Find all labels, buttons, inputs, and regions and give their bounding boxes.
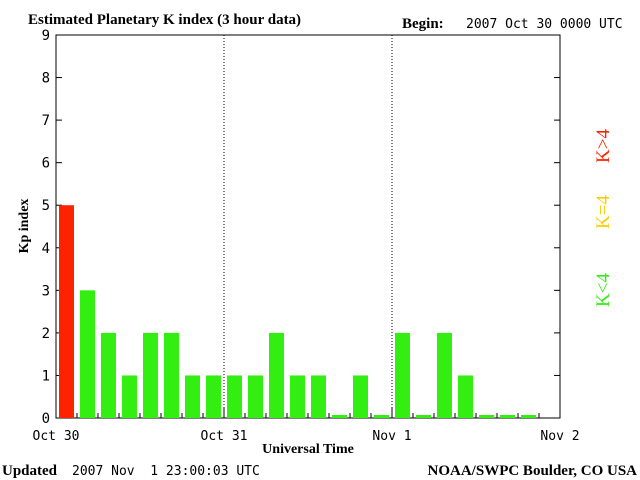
kp-bar (395, 332, 410, 418)
source-credit: NOAA/SWPC Boulder, CO USA (428, 463, 638, 479)
legend-k-below-4: K<4 (593, 273, 614, 307)
kp-bar (332, 415, 347, 418)
y-tick-label: 2 (42, 326, 50, 342)
kp-bar (59, 205, 74, 418)
kp-bar (80, 290, 95, 418)
kp-bar (248, 375, 263, 418)
y-tick-label: 4 (42, 241, 50, 257)
y-axis-ticks: 0 1 2 3 4 5 6 7 8 9 (42, 28, 560, 427)
kp-bars (59, 205, 536, 418)
begin-label: Begin: (402, 16, 444, 32)
y-tick-label: 5 (42, 198, 50, 214)
kp-bar (269, 332, 284, 418)
x-tick-label: Oct 30 (33, 429, 80, 444)
y-axis-label: Kp index (17, 199, 32, 254)
kp-bar (143, 332, 158, 418)
legend-k-equal-4: K=4 (593, 195, 614, 229)
updated-value: 2007 Nov 1 23:00:03 UTC (72, 464, 260, 479)
kp-bar (227, 375, 242, 418)
kp-bar (206, 375, 221, 418)
kp-bar (479, 415, 494, 418)
x-axis-ticks: Oct 30 Oct 31 Nov 1 Nov 2 (33, 408, 580, 444)
kp-bar (437, 332, 452, 418)
y-tick-label: 9 (42, 28, 50, 44)
kp-bar (458, 375, 473, 418)
kp-bar (290, 375, 305, 418)
x-tick-label: Oct 31 (201, 429, 248, 444)
kp-bar (185, 375, 200, 418)
y-tick-label: 8 (42, 71, 50, 87)
legend-k-above-4: K>4 (593, 129, 614, 163)
kp-bar (521, 415, 536, 418)
y-tick-label: 6 (42, 156, 50, 172)
y-tick-label: 1 (42, 368, 50, 384)
day-divider-lines (223, 35, 393, 418)
kp-bar (311, 375, 326, 418)
y-tick-label: 3 (42, 283, 50, 299)
kp-bar (374, 415, 389, 418)
plot-frame (55, 34, 561, 419)
kp-bar (164, 332, 179, 418)
updated-label: Updated (2, 463, 58, 479)
kp-bar (416, 415, 431, 418)
kp-bar (353, 375, 368, 418)
chart-title: Estimated Planetary K index (3 hour data… (28, 12, 301, 28)
kp-bar (500, 415, 515, 418)
kp-bar (122, 375, 137, 418)
x-tick-label: Nov 1 (372, 429, 411, 444)
begin-value: 2007 Oct 30 0000 UTC (466, 17, 623, 32)
x-axis-label: Universal Time (262, 442, 354, 457)
kp-bar (101, 332, 116, 418)
x-tick-label: Nov 2 (540, 429, 579, 444)
y-tick-label: 7 (42, 113, 50, 129)
y-tick-label: 0 (42, 411, 50, 427)
